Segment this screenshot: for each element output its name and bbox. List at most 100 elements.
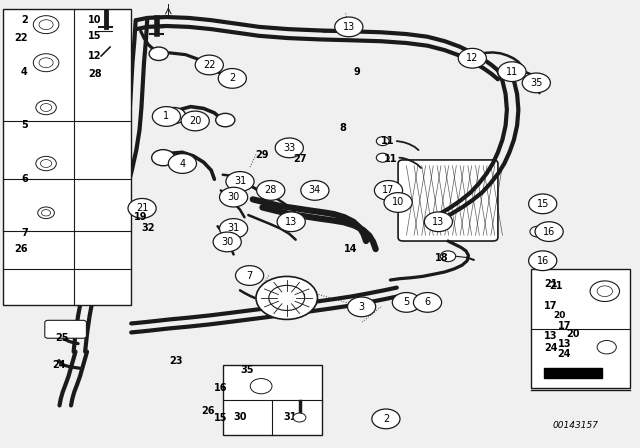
Circle shape	[40, 159, 52, 168]
Circle shape	[39, 58, 53, 68]
Text: 00143157: 00143157	[553, 421, 599, 430]
Bar	[3, 9, 131, 305]
Text: 26: 26	[201, 406, 215, 416]
Text: 30: 30	[227, 192, 240, 202]
Circle shape	[36, 100, 56, 115]
Text: 31: 31	[227, 224, 240, 233]
Circle shape	[216, 113, 235, 127]
Circle shape	[256, 276, 317, 319]
Text: 11: 11	[383, 154, 397, 164]
Text: 6: 6	[424, 297, 431, 307]
Circle shape	[535, 222, 563, 241]
Text: 4: 4	[179, 159, 186, 168]
Text: 31: 31	[284, 412, 297, 422]
Text: 30: 30	[233, 412, 246, 422]
Circle shape	[374, 181, 403, 200]
Circle shape	[220, 219, 248, 238]
Circle shape	[301, 181, 329, 200]
Circle shape	[293, 413, 306, 422]
Circle shape	[195, 55, 223, 75]
Text: 22: 22	[203, 60, 216, 70]
Text: 32: 32	[141, 224, 156, 233]
Circle shape	[149, 47, 168, 60]
Text: 21: 21	[548, 281, 563, 291]
Text: 5: 5	[21, 121, 28, 130]
Circle shape	[530, 255, 545, 266]
Circle shape	[348, 297, 376, 317]
Text: 31: 31	[234, 177, 246, 186]
Text: 28: 28	[88, 69, 102, 79]
Text: 15: 15	[536, 199, 549, 209]
Circle shape	[218, 69, 246, 88]
Text: 16: 16	[214, 383, 228, 393]
Circle shape	[33, 54, 59, 72]
Text: 17: 17	[544, 301, 557, 311]
Circle shape	[440, 251, 456, 262]
Circle shape	[33, 16, 59, 34]
Text: 12: 12	[88, 51, 102, 61]
Text: 27: 27	[292, 154, 307, 164]
Text: 3: 3	[358, 302, 365, 312]
Text: 14: 14	[344, 244, 358, 254]
Text: 35: 35	[530, 78, 543, 88]
Text: 30: 30	[221, 237, 234, 247]
Circle shape	[530, 226, 545, 237]
Text: 21: 21	[136, 203, 148, 213]
Circle shape	[335, 17, 363, 37]
Circle shape	[269, 285, 305, 310]
Text: 4: 4	[21, 67, 28, 77]
Text: 18: 18	[435, 253, 449, 263]
Text: 9: 9	[353, 67, 360, 77]
Text: 33: 33	[283, 143, 296, 153]
Text: 24: 24	[557, 349, 572, 359]
Text: 7: 7	[21, 228, 28, 238]
Circle shape	[181, 111, 209, 131]
Circle shape	[250, 379, 272, 394]
Circle shape	[424, 212, 452, 232]
Bar	[223, 365, 322, 435]
Circle shape	[42, 210, 51, 216]
Circle shape	[529, 194, 557, 214]
Circle shape	[529, 251, 557, 271]
Text: 17: 17	[382, 185, 395, 195]
Circle shape	[36, 156, 56, 171]
Text: 24: 24	[544, 343, 557, 353]
Text: 17: 17	[557, 321, 572, 331]
Circle shape	[226, 172, 254, 191]
Circle shape	[413, 293, 442, 312]
Circle shape	[38, 207, 54, 219]
Circle shape	[213, 232, 241, 252]
Circle shape	[597, 286, 612, 297]
Circle shape	[257, 181, 285, 200]
Circle shape	[39, 20, 53, 30]
Circle shape	[277, 212, 305, 232]
Text: 29: 29	[255, 150, 269, 159]
Circle shape	[458, 48, 486, 68]
Circle shape	[597, 340, 616, 354]
Text: 7: 7	[246, 271, 253, 280]
Text: 10: 10	[88, 15, 102, 25]
Text: 24: 24	[52, 360, 66, 370]
Text: 20: 20	[566, 329, 580, 339]
Text: 5: 5	[403, 297, 410, 307]
Text: 11: 11	[506, 67, 518, 77]
Circle shape	[498, 62, 526, 82]
Circle shape	[168, 154, 196, 173]
Text: 10: 10	[392, 198, 404, 207]
Text: 20: 20	[189, 116, 202, 126]
Circle shape	[372, 409, 400, 429]
Bar	[531, 269, 630, 388]
Text: 28: 28	[264, 185, 277, 195]
Circle shape	[590, 281, 620, 302]
Circle shape	[128, 198, 156, 218]
Text: 2: 2	[229, 73, 236, 83]
Circle shape	[376, 153, 389, 162]
Text: 15: 15	[214, 413, 228, 422]
Text: 13: 13	[544, 331, 557, 341]
Circle shape	[522, 73, 550, 93]
FancyBboxPatch shape	[398, 160, 498, 241]
Circle shape	[220, 187, 248, 207]
Bar	[544, 368, 602, 378]
Text: 15: 15	[88, 31, 102, 41]
Text: 2: 2	[21, 15, 28, 25]
